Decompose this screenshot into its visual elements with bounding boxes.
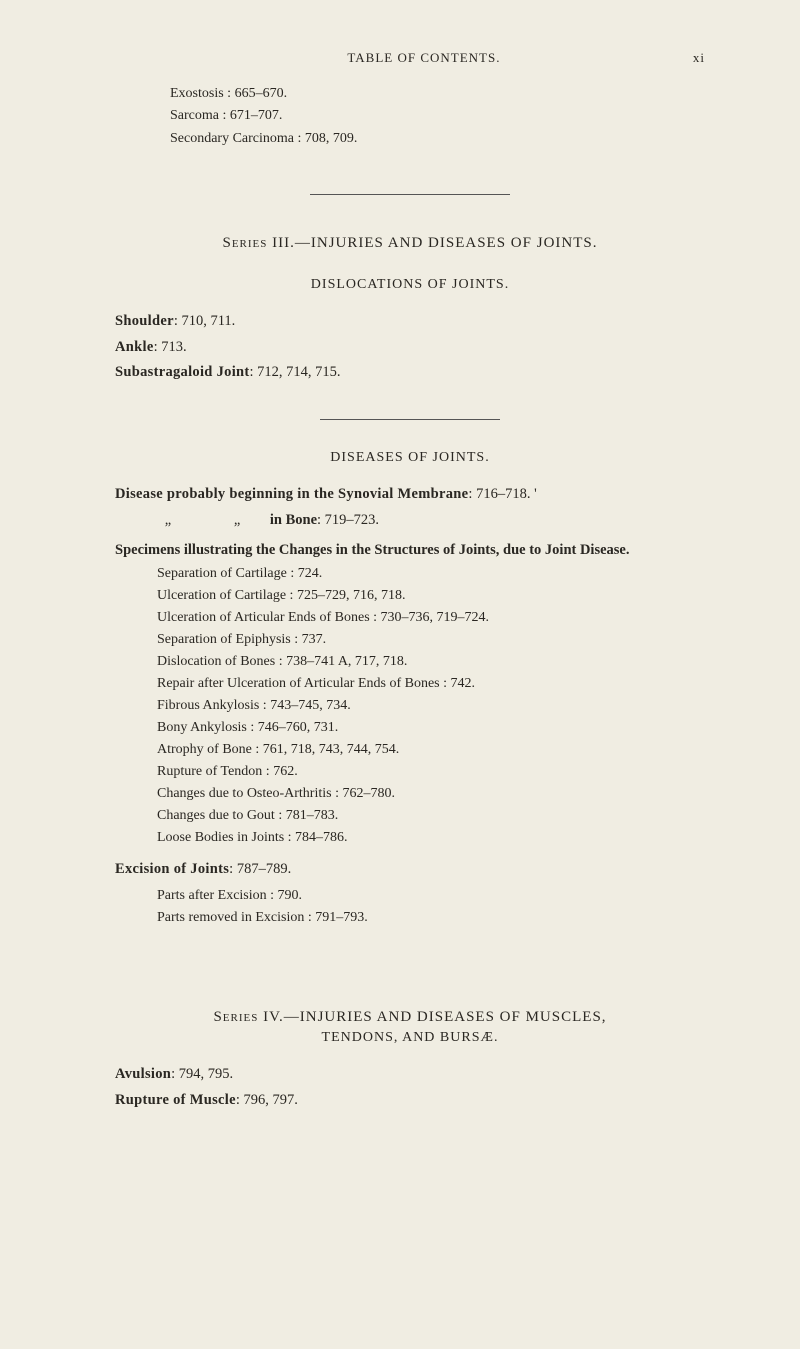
refs-rupture-muscle: : 796, 797.	[236, 1092, 298, 1108]
entry-exostosis: Exostosis : 665–670.	[170, 84, 705, 104]
label-specimens: Specimens illustrating the Changes in th…	[115, 542, 630, 558]
series-4-subtitle: TENDONS, AND BURSÆ.	[115, 1030, 705, 1046]
label-excision: Excision of Joints	[115, 861, 229, 877]
entry-avulsion: Avulsion: 794, 795.	[115, 1064, 705, 1086]
entry-excision: Excision of Joints: 787–789.	[115, 859, 705, 881]
page-number: xi	[693, 50, 705, 66]
series-3-title-text: III.—INJURIES AND DISEASES OF JOINTS.	[267, 235, 597, 251]
label-shoulder: Shoulder	[115, 313, 174, 329]
series-3-title: Series III.—INJURIES AND DISEASES OF JOI…	[115, 235, 705, 252]
entry-shoulder: Shoulder: 710, 711.	[115, 311, 705, 333]
spec-item: Separation of Cartilage : 724.	[157, 563, 705, 584]
entry-ankle: Ankle: 713.	[115, 337, 705, 359]
label-disease-membrane: Disease probably beginning in the Synovi…	[115, 486, 468, 502]
dislocations-heading: DISLOCATIONS OF JOINTS.	[115, 277, 705, 293]
diseases-heading: DISEASES OF JOINTS.	[115, 450, 705, 466]
opening-entries: Exostosis : 665–670. Sarcoma : 671–707. …	[170, 84, 705, 149]
refs-in-bone: : 719–723.	[317, 512, 379, 528]
spec-item: Ulceration of Articular Ends of Bones : …	[157, 607, 705, 628]
spec-item: Changes due to Osteo-Arthritis : 762–780…	[157, 783, 705, 804]
spec-item: Rupture of Tendon : 762.	[157, 761, 705, 782]
refs-subastragaloid: : 712, 714, 715.	[250, 364, 341, 380]
spec-item: Dislocation of Bones : 738–741 A, 717, 7…	[157, 651, 705, 672]
entry-rupture-muscle: Rupture of Muscle: 796, 797.	[115, 1090, 705, 1112]
label-avulsion: Avulsion	[115, 1066, 171, 1082]
refs-shoulder: : 710, 711.	[174, 313, 236, 329]
series-prefix: Series	[213, 1009, 258, 1025]
excision-item: Parts after Excision : 790.	[157, 885, 705, 906]
spec-item: Bony Ankylosis : 746–760, 731.	[157, 717, 705, 738]
refs-ankle: : 713.	[154, 339, 187, 355]
label-subastragaloid: Subastragaloid Joint	[115, 364, 250, 380]
excision-item: Parts removed in Excision : 791–793.	[157, 907, 705, 928]
refs-disease-membrane: : 716–718. '	[468, 486, 536, 502]
entry-subastragaloid: Subastragaloid Joint: 712, 714, 715.	[115, 362, 705, 384]
entry-disease-membrane: Disease probably beginning in the Synovi…	[115, 484, 705, 506]
spec-item: Repair after Ulceration of Articular End…	[157, 673, 705, 694]
series-prefix: Series	[222, 235, 267, 251]
divider-rule	[320, 419, 500, 420]
label-ankle: Ankle	[115, 339, 154, 355]
spec-item: Separation of Epiphysis : 737.	[157, 629, 705, 650]
label-rupture-muscle: Rupture of Muscle	[115, 1092, 236, 1108]
series-4-title-text: IV.—INJURIES AND DISEASES OF MUSCLES,	[258, 1009, 606, 1025]
entry-disease-bone: „ „ in Bone: 719–723.	[157, 510, 705, 532]
refs-excision: : 787–789.	[229, 861, 291, 877]
series-4-title: Series IV.—INJURIES AND DISEASES OF MUSC…	[115, 1009, 705, 1026]
spec-item: Ulceration of Cartilage : 725–729, 716, …	[157, 585, 705, 606]
spec-item: Loose Bodies in Joints : 784–786.	[157, 827, 705, 848]
header-title: TABLE OF CONTENTS.	[155, 50, 693, 66]
ditto-mark: „	[157, 510, 179, 532]
entry-sarcoma: Sarcoma : 671–707.	[170, 106, 705, 126]
entry-secondary-carcinoma: Secondary Carcinoma : 708, 709.	[170, 129, 705, 149]
page-header: TABLE OF CONTENTS. xi	[115, 50, 705, 66]
label-in-bone: in Bone	[270, 512, 317, 528]
spec-item: Atrophy of Bone : 761, 718, 743, 744, 75…	[157, 739, 705, 760]
divider-rule	[310, 194, 510, 195]
spec-item: Changes due to Gout : 781–783.	[157, 805, 705, 826]
refs-avulsion: : 794, 795.	[171, 1066, 233, 1082]
ditto-mark: „	[226, 510, 248, 532]
specimens-intro: Specimens illustrating the Changes in th…	[135, 540, 705, 562]
spec-item: Fibrous Ankylosis : 743–745, 734.	[157, 695, 705, 716]
